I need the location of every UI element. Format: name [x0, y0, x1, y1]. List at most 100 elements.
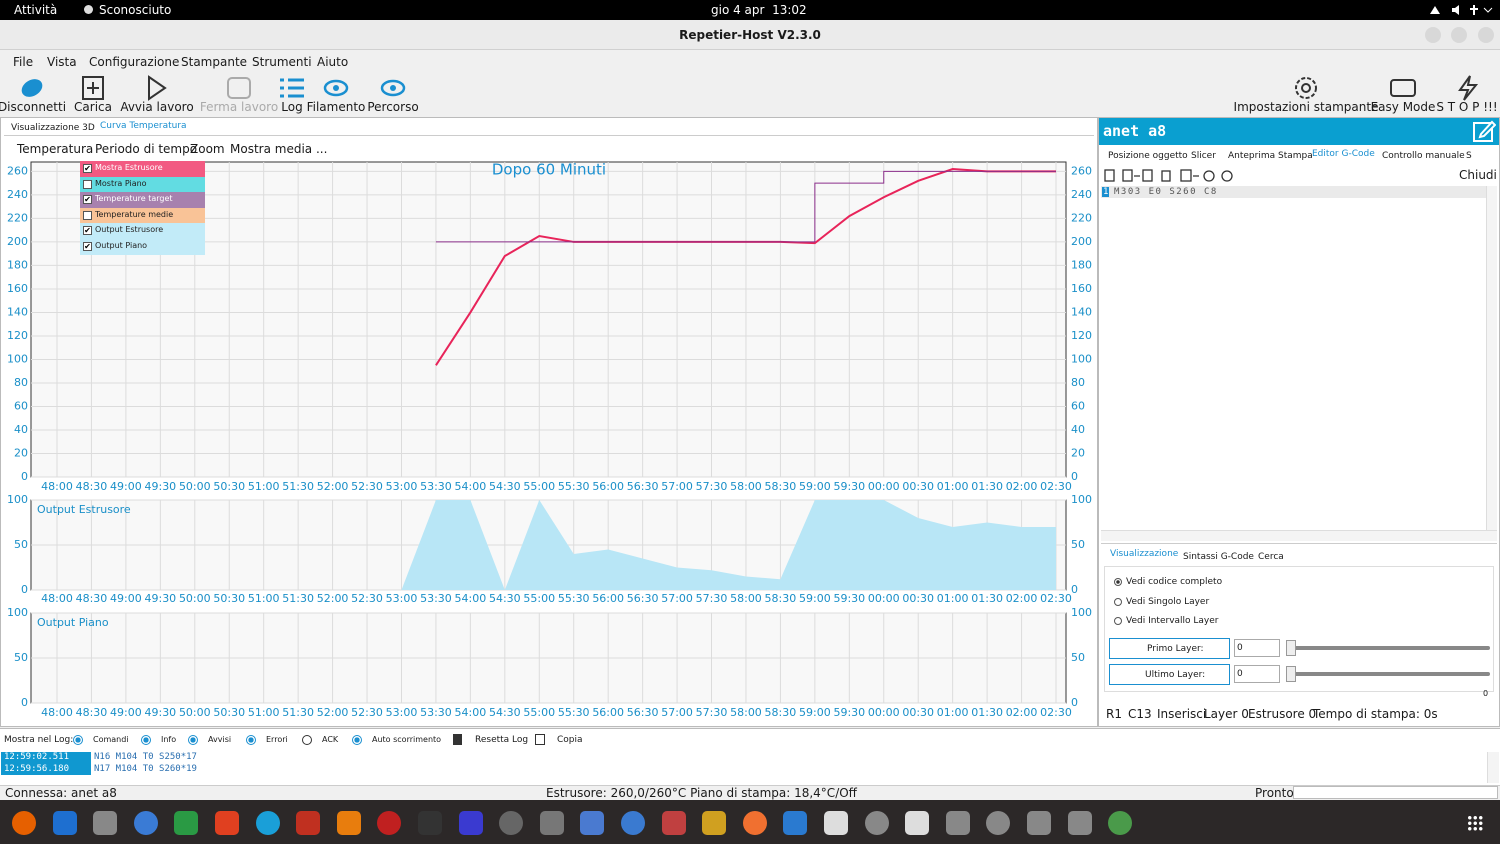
taskbar-icon[interactable] — [499, 811, 524, 835]
taskbar-icon[interactable] — [905, 811, 930, 835]
taskbar-icon[interactable] — [336, 811, 361, 835]
v-scrollbar[interactable] — [1486, 186, 1497, 541]
toolbar-button[interactable]: Log — [281, 100, 303, 114]
taskbar-icon[interactable] — [945, 811, 970, 835]
spin-value[interactable]: 0 — [1237, 643, 1243, 653]
bottom-tab[interactable]: Cerca — [1258, 552, 1284, 562]
menu-item[interactable]: Strumenti — [252, 55, 312, 69]
copy-icon[interactable] — [535, 734, 545, 745]
taskbar-icon[interactable] — [661, 811, 686, 835]
app-name[interactable]: Sconosciuto — [99, 3, 172, 17]
slider[interactable] — [1290, 646, 1490, 650]
maximize[interactable] — [1451, 27, 1467, 43]
toolbar-button[interactable]: Percorso — [367, 100, 419, 114]
checkbox[interactable]: ✔ — [83, 195, 92, 205]
taskbar-icon[interactable] — [1067, 811, 1092, 835]
checkbox[interactable] — [83, 179, 92, 189]
copy-log[interactable]: Copia — [557, 735, 583, 745]
checkbox[interactable]: ✔ — [83, 226, 92, 236]
legend-item[interactable] — [80, 192, 205, 208]
clock[interactable]: gio 4 apr 13:02 — [711, 3, 807, 17]
filter-label[interactable]: ACK — [322, 735, 339, 744]
taskbar-icon[interactable] — [296, 811, 321, 835]
slider[interactable] — [1290, 672, 1490, 676]
apps-grid[interactable] — [1467, 815, 1483, 831]
chart-menu-item[interactable]: Periodo di tempo — [95, 142, 198, 156]
filter-label[interactable]: Avvisi — [208, 735, 232, 744]
chart-menu-item[interactable]: Mostra media ... — [230, 142, 328, 156]
bottom-tab[interactable]: Visualizzazione — [1110, 549, 1179, 559]
taskbar-icon[interactable] — [1108, 811, 1133, 835]
h-scrollbar[interactable] — [1101, 530, 1497, 541]
log-scrollbar[interactable] — [1487, 752, 1499, 783]
chart-menu-item[interactable]: Zoom — [190, 142, 225, 156]
legend-label[interactable]: Temperature medie — [95, 209, 174, 219]
menu-item[interactable]: Aiuto — [317, 55, 349, 69]
view-tab[interactable]: Curva Temperatura — [100, 121, 187, 131]
filter-radio[interactable] — [352, 735, 362, 745]
printer-tab[interactable]: Controllo manuale — [1382, 151, 1465, 161]
minimize[interactable] — [1425, 27, 1441, 43]
spinbox[interactable] — [1234, 639, 1280, 657]
taskbar-icon[interactable] — [93, 811, 118, 835]
taskbar-icon[interactable] — [702, 811, 727, 835]
taskbar-icon[interactable] — [1027, 811, 1051, 835]
filter-radio[interactable] — [141, 735, 151, 745]
toolbar-button[interactable]: Easy Mode — [1370, 100, 1436, 114]
bottom-tab[interactable]: Sintassi G-Code — [1183, 552, 1254, 562]
radio[interactable] — [1114, 617, 1122, 625]
filter-label[interactable]: Auto scorrimento — [372, 735, 442, 744]
taskbar-icon[interactable] — [377, 811, 402, 835]
chart-menu-item[interactable]: Temperatura — [17, 142, 94, 156]
legend-label[interactable]: Output Piano — [95, 241, 148, 250]
legend-item[interactable] — [80, 239, 205, 255]
filter-radio[interactable] — [73, 735, 83, 745]
trash-icon[interactable] — [453, 734, 462, 745]
legend-label[interactable]: Output Estrusore — [95, 225, 164, 235]
reset-log[interactable]: Resetta Log — [475, 735, 529, 745]
view-option[interactable]: Vedi Intervallo Layer — [1126, 616, 1219, 626]
filter-radio[interactable] — [188, 735, 198, 745]
menu-item[interactable]: Stampante — [181, 55, 248, 69]
legend-item[interactable] — [80, 176, 205, 193]
taskbar-icon[interactable] — [824, 811, 848, 835]
filter-label[interactable]: Errori — [266, 735, 288, 744]
checkbox[interactable] — [83, 210, 92, 220]
view-option[interactable]: Vedi codice completo — [1126, 577, 1223, 587]
printer-tab[interactable]: Editor G-Code — [1312, 149, 1375, 159]
taskbar-icon[interactable] — [580, 811, 605, 835]
taskbar-icon[interactable] — [864, 811, 889, 835]
filter-radio[interactable] — [302, 735, 312, 745]
taskbar-icon[interactable] — [621, 811, 645, 835]
menu-item[interactable]: File — [13, 55, 34, 69]
taskbar-icon[interactable] — [986, 811, 1011, 835]
toolbar-button[interactable]: Carica — [74, 100, 112, 114]
printer-tab[interactable]: Posizione oggetto — [1108, 151, 1188, 161]
legend-label[interactable]: Temperature target — [95, 194, 173, 204]
taskbar-icon[interactable] — [255, 811, 280, 835]
legend-item[interactable] — [80, 223, 205, 239]
editor-icons[interactable] — [1104, 168, 1234, 184]
taskbar-icon[interactable] — [12, 811, 36, 835]
toolbar-button[interactable]: Filamento — [306, 100, 366, 114]
close-editor[interactable]: Chiudi — [1459, 168, 1497, 182]
view-option[interactable]: Vedi Singolo Layer — [1126, 597, 1210, 607]
legend-label[interactable]: Mostra Estrusore — [95, 163, 163, 172]
slider-thumb[interactable] — [1286, 640, 1296, 656]
legend-label[interactable]: Mostra Piano — [95, 178, 147, 188]
toolbar-button[interactable]: S T O P !!! — [1436, 100, 1498, 114]
taskbar-icon[interactable] — [174, 811, 199, 835]
checkbox[interactable]: ✔ — [83, 164, 92, 173]
filter-label[interactable]: Comandi — [93, 735, 129, 744]
menu-item[interactable]: Configurazione — [89, 55, 180, 69]
taskbar-icon[interactable] — [742, 811, 767, 835]
toolbar-button[interactable]: Disconnetti — [0, 100, 67, 114]
printer-tab[interactable]: S — [1466, 151, 1472, 161]
taskbar-icon[interactable] — [539, 811, 564, 835]
filter-label[interactable]: Info — [161, 735, 177, 744]
printer-tab[interactable]: Anteprima Stampa — [1228, 151, 1313, 161]
gcode-line[interactable]: M303 E0 S260 C8 — [1114, 187, 1218, 197]
slider-thumb[interactable] — [1286, 666, 1296, 682]
spin-value[interactable]: 0 — [1237, 669, 1243, 679]
taskbar-icon[interactable] — [458, 811, 483, 835]
